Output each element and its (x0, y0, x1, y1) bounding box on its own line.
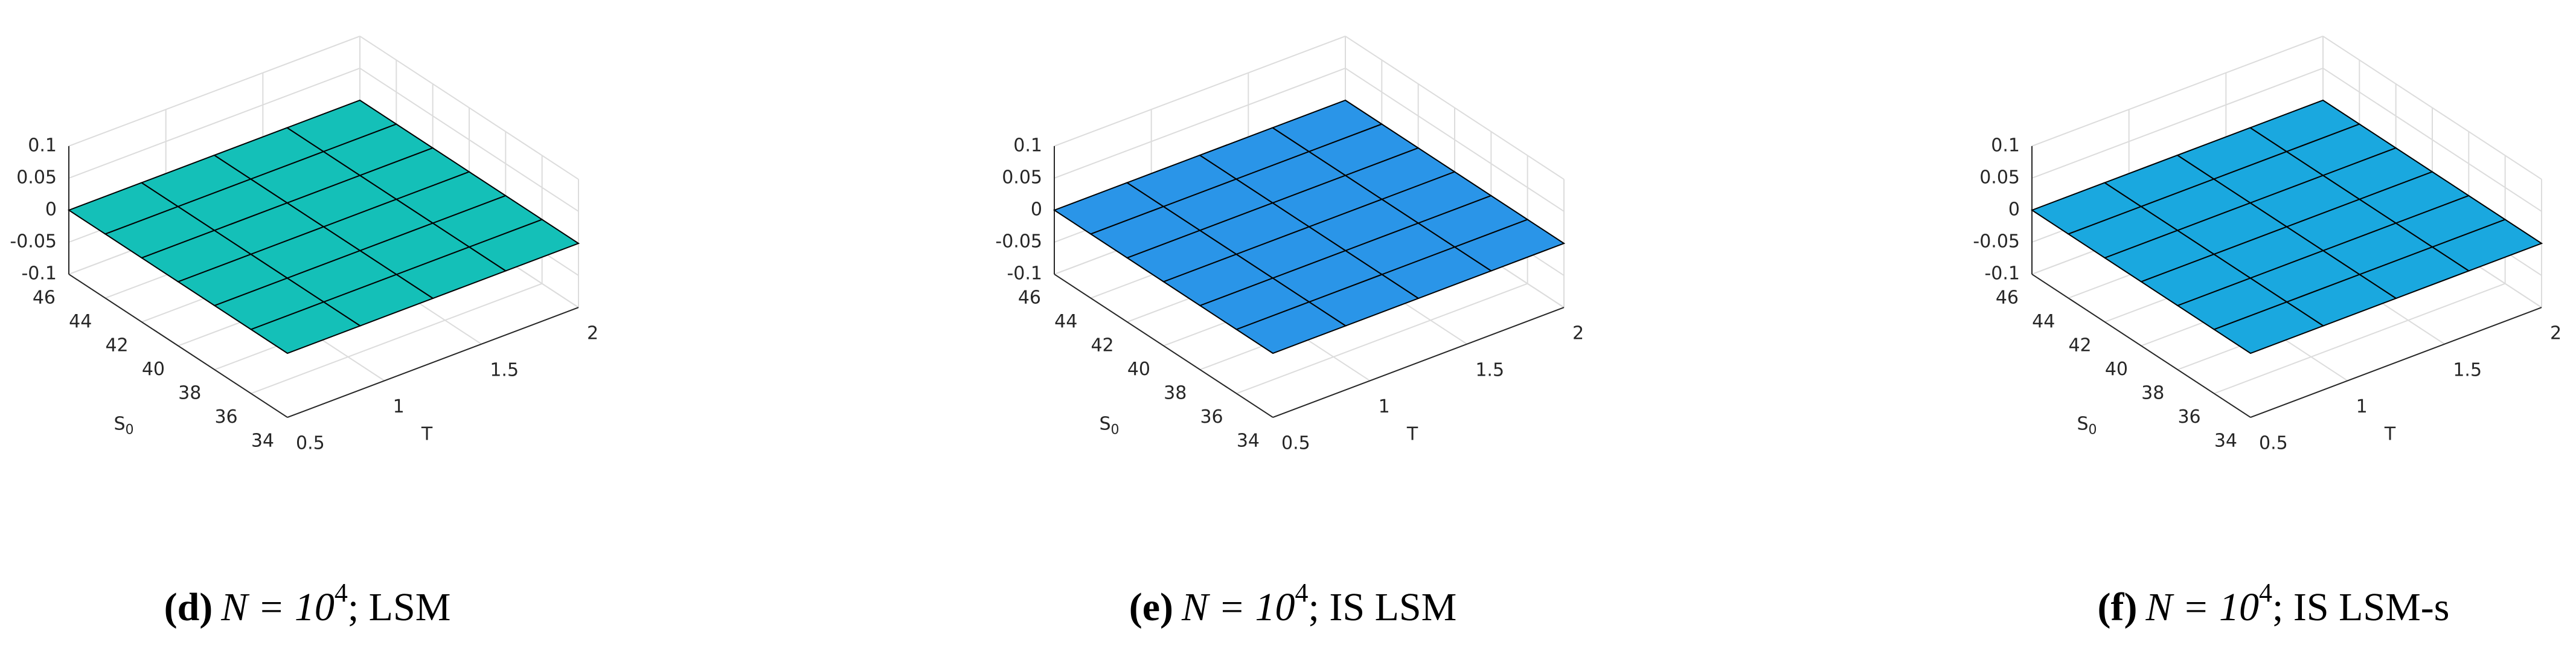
surface-plot: -0.1 -0.05 0 0.05 0.1 34 36 38 40 42 44 46 0.5 1 1.5 2 S… (10, 35, 598, 454)
y-tick-label: 42 (105, 335, 128, 356)
z-tick-label: 0 (2008, 199, 2020, 220)
x-axis (287, 307, 579, 419)
y-tick-label: 46 (1018, 287, 1041, 309)
y-tick-label: 36 (2177, 406, 2200, 428)
y-tick-label: 34 (2214, 431, 2237, 452)
y-tick-label: 38 (1164, 383, 1187, 404)
z-tick-label: 0.05 (16, 167, 57, 188)
y-tick-label: 40 (142, 359, 165, 380)
caption-rest: ; IS LSM-s (2272, 585, 2449, 629)
y-tick-label: 40 (2105, 359, 2128, 380)
y-axis-label: S0 (1099, 413, 1119, 438)
grid-line (1054, 68, 1346, 179)
z-tick-label: -0.1 (1984, 263, 2020, 284)
z-tick-label: -0.05 (1973, 231, 2020, 252)
grid-line (251, 283, 543, 394)
y-tick-label: 34 (251, 431, 274, 452)
y-tick-label: 44 (2032, 311, 2055, 332)
grid-line (1054, 35, 1346, 147)
y-axis-label-sub: 0 (126, 423, 134, 438)
surface-patch (467, 219, 580, 272)
x-axis (2250, 307, 2542, 419)
x-tick-label: 1.5 (1475, 359, 1504, 380)
z-tick-label: 0.1 (1991, 135, 2020, 156)
grid-line (68, 68, 360, 179)
y-axis-label-main: S (1099, 413, 1110, 434)
z-tick-label: 0.1 (1013, 135, 1042, 156)
z-tick-label: 0.05 (1002, 167, 1042, 188)
y-axis-label-main: S (2077, 413, 2088, 434)
caption-math: N = 10 (220, 585, 335, 629)
z-tick-label: -0.05 (995, 231, 1042, 252)
y-tick-label: 40 (1127, 359, 1150, 380)
y-tick-label: 36 (214, 406, 237, 428)
x-tick-label: 0.5 (296, 433, 325, 454)
grid-line (2031, 35, 2324, 147)
surface-plot: -0.1 -0.05 0 0.05 0.1 34 36 38 40 42 44 46 0.5 1 1.5 2 S… (1973, 35, 2562, 454)
x-axis-label: T (421, 424, 433, 445)
x-tick-label: 1 (393, 396, 405, 417)
y-axis-label-sub: 0 (1111, 423, 1120, 438)
y-axis-label: S0 (114, 413, 133, 438)
z-tick-label: -0.1 (1007, 263, 1042, 284)
caption: (e) N = 104; IS LSM (1129, 578, 1457, 629)
grid-line (2214, 283, 2506, 394)
caption: (d) N = 104; LSM (164, 578, 451, 629)
x-tick-label: 2 (587, 323, 598, 344)
y-tick-label: 38 (178, 383, 201, 404)
y-axis (1054, 274, 1274, 418)
x-tick-label: 1 (1379, 396, 1390, 417)
z-tick-label: -0.1 (21, 263, 57, 284)
x-axis (1272, 307, 1565, 419)
caption-rest: ; LSM (348, 585, 451, 629)
surface-patch (2430, 219, 2543, 272)
x-tick-label: 0.5 (2259, 433, 2288, 454)
surface-patch (1453, 219, 1566, 272)
caption: (f) N = 104; IS LSM-s (2098, 578, 2450, 629)
z-tick-label: -0.05 (10, 231, 57, 252)
caption-sup: 4 (2259, 578, 2272, 608)
surface-plot: -0.1 -0.05 0 0.05 0.1 34 36 38 40 42 44 46 0.5 1 1.5 2 S… (995, 35, 1584, 454)
grid-line (68, 35, 360, 147)
y-tick-label: 42 (1091, 335, 1113, 356)
y-tick-label: 38 (2141, 383, 2164, 404)
grid-line (2031, 68, 2324, 179)
caption-sup: 4 (335, 578, 348, 608)
x-tick-label: 1.5 (490, 359, 519, 380)
caption-label: (d) (164, 585, 213, 629)
y-axis (2031, 274, 2251, 418)
x-tick-label: 2 (2550, 323, 2562, 344)
z-tick-label: 0 (1031, 199, 1042, 220)
y-axis (68, 274, 288, 418)
y-axis-label-sub: 0 (2089, 423, 2097, 438)
x-tick-label: 1 (2356, 396, 2368, 417)
x-tick-label: 0.5 (1281, 433, 1310, 454)
caption-sup: 4 (1295, 578, 1309, 608)
grid-line (1236, 283, 1528, 394)
y-axis-label: S0 (2077, 413, 2097, 438)
y-tick-label: 46 (1996, 287, 2019, 309)
y-tick-label: 34 (1237, 431, 1260, 452)
y-tick-label: 44 (69, 311, 92, 332)
x-axis-label: T (1406, 424, 1418, 445)
x-axis-label: T (2384, 424, 2396, 445)
y-tick-label: 46 (33, 287, 56, 309)
y-tick-label: 42 (2068, 335, 2091, 356)
caption-math: N = 10 (1181, 585, 1295, 629)
caption-rest: ; IS LSM (1309, 585, 1457, 629)
z-tick-label: 0.05 (1979, 167, 2020, 188)
y-tick-label: 44 (1054, 311, 1077, 332)
caption-label: (e) (1129, 585, 1173, 629)
z-tick-label: 0 (45, 199, 57, 220)
x-tick-label: 1.5 (2453, 359, 2482, 380)
y-tick-label: 36 (1200, 406, 1223, 428)
caption-math: N = 10 (2145, 585, 2259, 629)
caption-label: (f) (2098, 585, 2138, 629)
y-axis-label-main: S (114, 413, 125, 434)
x-tick-label: 2 (1572, 323, 1584, 344)
z-tick-label: 0.1 (28, 135, 57, 156)
